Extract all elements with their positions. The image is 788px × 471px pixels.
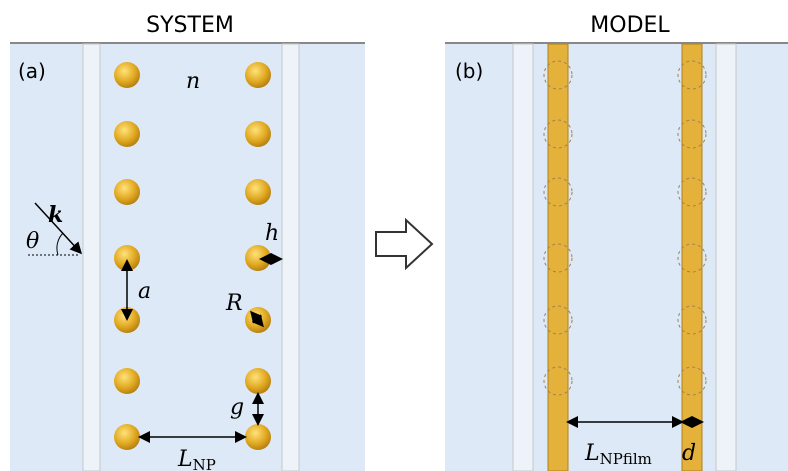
nanoparticle (114, 424, 140, 450)
label: θ (26, 229, 39, 254)
nanoparticle (114, 62, 140, 88)
k-arrow (34, 202, 83, 255)
nanoparticle (245, 179, 271, 205)
ghost-particle (543, 305, 573, 335)
r-arrow (250, 310, 264, 328)
label: a (138, 279, 151, 304)
nanoparticle (245, 62, 271, 88)
label: d (682, 441, 696, 466)
nanoparticle (114, 179, 140, 205)
label: R (225, 291, 243, 316)
nanoparticle (245, 424, 271, 450)
ghost-particle (543, 366, 573, 396)
angle-arc (56, 232, 64, 256)
transform-arrow (375, 217, 434, 271)
np-film (547, 43, 569, 471)
ghost-particle (543, 119, 573, 149)
nanoparticle (245, 368, 271, 394)
ghost-particle (677, 243, 707, 273)
ghost-particle (677, 60, 707, 90)
ghost-particle (677, 305, 707, 335)
slab (82, 43, 101, 471)
label: h (265, 221, 279, 246)
ghost-particle (677, 366, 707, 396)
nanoparticle (114, 245, 140, 271)
ghost-particle (677, 177, 707, 207)
nanoparticle (245, 121, 271, 147)
ghost-particle (543, 177, 573, 207)
label: g (230, 395, 244, 420)
slab (281, 43, 300, 471)
ghost-particle (543, 243, 573, 273)
ghost-particle (543, 60, 573, 90)
nanoparticle (114, 368, 140, 394)
label: n (186, 69, 200, 94)
slab (715, 43, 737, 471)
panel-bg (445, 43, 788, 471)
panel-label: (a) (18, 59, 46, 83)
ghost-particle (677, 119, 707, 149)
np-film (681, 43, 703, 471)
panel-label: (b) (455, 59, 483, 83)
nanoparticle (245, 245, 271, 271)
header: SYSTEM (146, 13, 234, 38)
label: k (48, 202, 63, 228)
header: MODEL (590, 13, 670, 38)
slab (512, 43, 534, 471)
label: LNPfilm (584, 441, 652, 468)
nanoparticle (114, 121, 140, 147)
label: LNP (177, 447, 216, 471)
nanoparticles (114, 60, 707, 450)
panel-bg (10, 43, 365, 471)
